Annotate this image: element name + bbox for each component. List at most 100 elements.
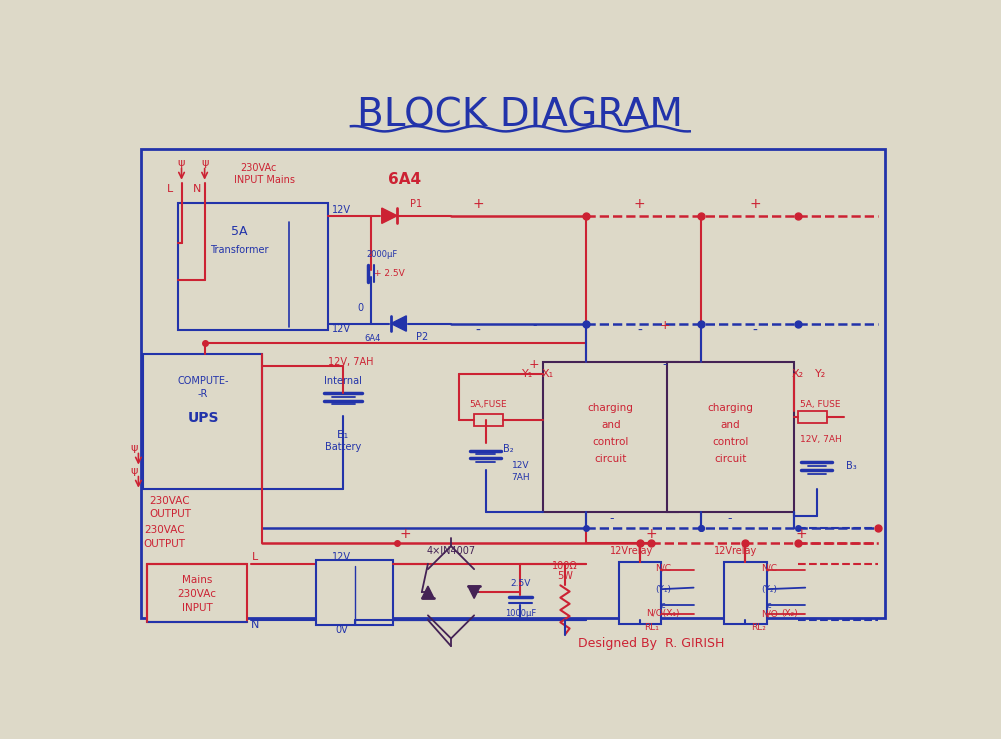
Text: B₁: B₁: [337, 430, 349, 440]
Text: Battery: Battery: [325, 442, 361, 452]
Text: 4×IN4007: 4×IN4007: [426, 545, 475, 556]
Text: 230VAc: 230VAc: [240, 163, 276, 173]
Text: Y₁: Y₁: [523, 369, 534, 378]
Text: N/C: N/C: [761, 563, 777, 572]
Text: L: L: [167, 184, 173, 194]
Text: ψ: ψ: [130, 466, 137, 477]
Text: -: -: [609, 512, 614, 525]
Text: -: -: [728, 512, 732, 525]
Text: Transformer: Transformer: [210, 245, 268, 256]
Text: +: +: [472, 197, 483, 211]
Bar: [725, 562, 767, 624]
Polygon shape: [468, 586, 480, 599]
Text: 0V: 0V: [335, 625, 348, 635]
Text: -: -: [532, 319, 537, 333]
Text: and: and: [601, 420, 621, 430]
Text: 12V: 12V: [332, 552, 351, 562]
Text: 100Ω: 100Ω: [553, 561, 578, 571]
Text: +: +: [660, 319, 671, 333]
Text: +: +: [796, 527, 807, 541]
Text: +: +: [634, 197, 646, 211]
Text: N/O: N/O: [761, 610, 778, 619]
Text: 5W: 5W: [557, 571, 573, 581]
Text: (Y₁): (Y₁): [655, 585, 671, 594]
Text: 12V: 12V: [332, 205, 351, 215]
Text: -: -: [638, 324, 642, 338]
Text: OUTPUT: OUTPUT: [149, 509, 191, 520]
Text: BLOCK DIAGRAM: BLOCK DIAGRAM: [357, 97, 684, 134]
Text: OUTPUT: OUTPUT: [143, 539, 185, 549]
Text: -: -: [753, 324, 758, 338]
Text: 5A, FUSE: 5A, FUSE: [801, 400, 841, 409]
Bar: [316, 560, 393, 624]
Text: Mains: Mains: [182, 575, 212, 585]
Text: control: control: [593, 437, 629, 447]
Text: B₂: B₂: [504, 444, 515, 454]
Text: X₁: X₁: [542, 369, 554, 378]
Text: COMPUTE-: COMPUTE-: [177, 376, 229, 386]
Polygon shape: [381, 208, 397, 223]
Text: +: +: [750, 197, 761, 211]
Text: ψ: ψ: [201, 157, 208, 168]
Text: 7AH: 7AH: [512, 473, 530, 482]
Text: 5A: 5A: [231, 225, 247, 238]
Bar: [147, 564, 247, 622]
Text: and: and: [721, 420, 740, 430]
Text: 12V: 12V: [512, 461, 530, 471]
Text: B₃: B₃: [846, 461, 857, 471]
Bar: [178, 202, 328, 330]
Text: N/O(X₁): N/O(X₁): [646, 610, 680, 619]
Polygon shape: [391, 316, 406, 331]
Text: N: N: [250, 619, 259, 630]
Bar: [141, 149, 885, 619]
Text: 230VAC: 230VAC: [150, 496, 190, 505]
Bar: [667, 362, 794, 512]
Text: 12V, 7AH: 12V, 7AH: [328, 357, 373, 367]
Bar: [798, 411, 827, 423]
Text: INPUT Mains: INPUT Mains: [234, 174, 295, 185]
Text: 5A,FUSE: 5A,FUSE: [469, 400, 507, 409]
Text: -: -: [663, 358, 668, 371]
Text: 1000μF: 1000μF: [505, 610, 536, 619]
Text: (Y₂): (Y₂): [761, 585, 777, 594]
Bar: [544, 362, 679, 512]
Text: INPUT: INPUT: [181, 603, 212, 613]
Text: 12Vrelay: 12Vrelay: [715, 545, 758, 556]
Text: X₂: X₂: [792, 369, 804, 378]
Text: N/C: N/C: [655, 563, 671, 572]
Text: P1: P1: [410, 200, 422, 209]
Text: N: N: [193, 184, 201, 194]
Bar: [474, 414, 504, 426]
Text: 230VAc: 230VAc: [177, 589, 216, 599]
Text: circuit: circuit: [595, 454, 627, 464]
Text: c: c: [767, 601, 772, 610]
Text: Internal: Internal: [324, 376, 362, 386]
Text: +: +: [399, 527, 410, 541]
Text: RL₁: RL₁: [644, 623, 659, 632]
Text: c: c: [661, 601, 665, 610]
Bar: [619, 562, 662, 624]
Text: Y₂: Y₂: [815, 369, 826, 378]
Text: 12V: 12V: [332, 324, 351, 334]
Text: -: -: [475, 324, 480, 338]
Text: control: control: [712, 437, 749, 447]
Text: charging: charging: [588, 403, 634, 413]
Text: ψ: ψ: [178, 157, 185, 168]
Text: L: L: [251, 552, 258, 562]
Text: 2.5V: 2.5V: [511, 579, 531, 588]
Text: 2000μF: 2000μF: [366, 250, 397, 259]
Text: 12Vrelay: 12Vrelay: [611, 545, 654, 556]
Text: 0: 0: [357, 303, 363, 313]
Text: UPS: UPS: [187, 411, 219, 425]
Polygon shape: [421, 586, 434, 599]
Text: -R: -R: [198, 389, 208, 398]
Text: 230VAC: 230VAC: [144, 525, 185, 535]
Text: +: +: [646, 527, 657, 541]
Text: 6A4: 6A4: [388, 172, 421, 187]
Text: 6A4: 6A4: [364, 335, 380, 344]
Text: Designed By  R. GIRISH: Designed By R. GIRISH: [578, 636, 725, 650]
Text: +: +: [529, 358, 540, 371]
Text: P2: P2: [416, 332, 428, 341]
Bar: [143, 354, 262, 489]
Text: ψ: ψ: [130, 443, 137, 453]
